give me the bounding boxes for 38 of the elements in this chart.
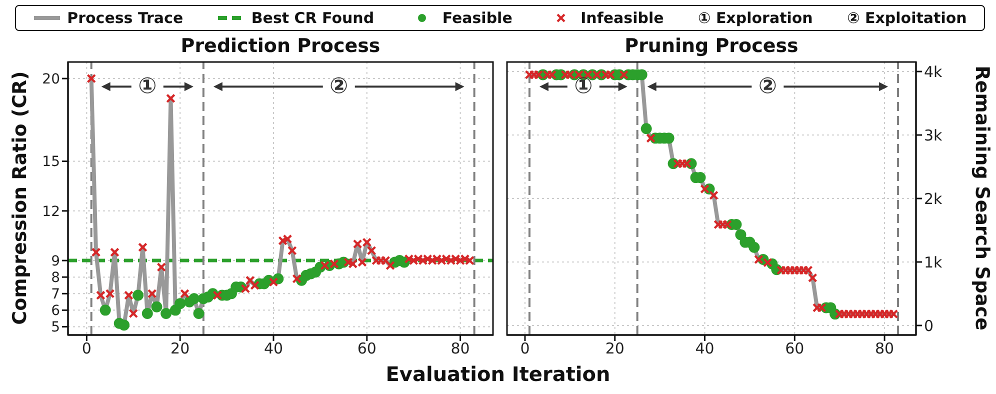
x-tick-label: 0 [82, 340, 92, 358]
x-tick-label: 80 [874, 340, 894, 358]
y2-tick-label: 4k [924, 62, 943, 81]
annotation: ② [330, 74, 348, 100]
y2-tick-label: 3k [924, 126, 943, 144]
y2-tick-label: 1k [924, 253, 943, 272]
annotation: ① [138, 74, 157, 100]
x-tick-label: 20 [170, 340, 190, 358]
y-tick-label: 8 [51, 270, 60, 286]
text: ② Exploitation [847, 9, 967, 27]
legend-label: Infeasible [580, 9, 664, 27]
chart-title: Prediction Process [180, 35, 380, 57]
y2-axis-title: Remaining Search Space [971, 66, 993, 330]
y-tick-label: 20 [42, 72, 60, 88]
legend-label: Process Trace [66, 9, 184, 27]
y-axis-title: Compression Ratio (CR) [9, 71, 31, 325]
y-tick-label: 15 [42, 154, 60, 170]
text: ① Exploration [698, 9, 813, 27]
y2-tick-label: 2k [924, 190, 943, 208]
x-tick-label: 40 [264, 340, 284, 358]
x-tick-label: 0 [520, 340, 530, 358]
legend-label: Best CR Found [250, 9, 374, 27]
chart-title: Pruning Process [624, 35, 798, 57]
y-tick-label: 7 [51, 286, 60, 303]
x-tick-label: 60 [357, 340, 376, 358]
y2-tick-label: 0 [924, 316, 934, 335]
x-tick-label: 20 [605, 340, 624, 358]
annotation: ① [574, 74, 593, 100]
y-tick-label: 6 [51, 303, 60, 320]
annotation: ② [758, 74, 777, 100]
y-tick-label: 12 [42, 204, 60, 220]
y-tick-label: 9 [51, 254, 60, 270]
x-tick-label: 40 [695, 340, 714, 358]
x-tick-label: 60 [785, 340, 804, 358]
legend-label: Feasible [441, 9, 512, 27]
x-tick-label: 80 [450, 340, 470, 358]
y-tick-label: 5 [51, 320, 60, 336]
x-axis-title: Evaluation Iteration [386, 362, 610, 386]
